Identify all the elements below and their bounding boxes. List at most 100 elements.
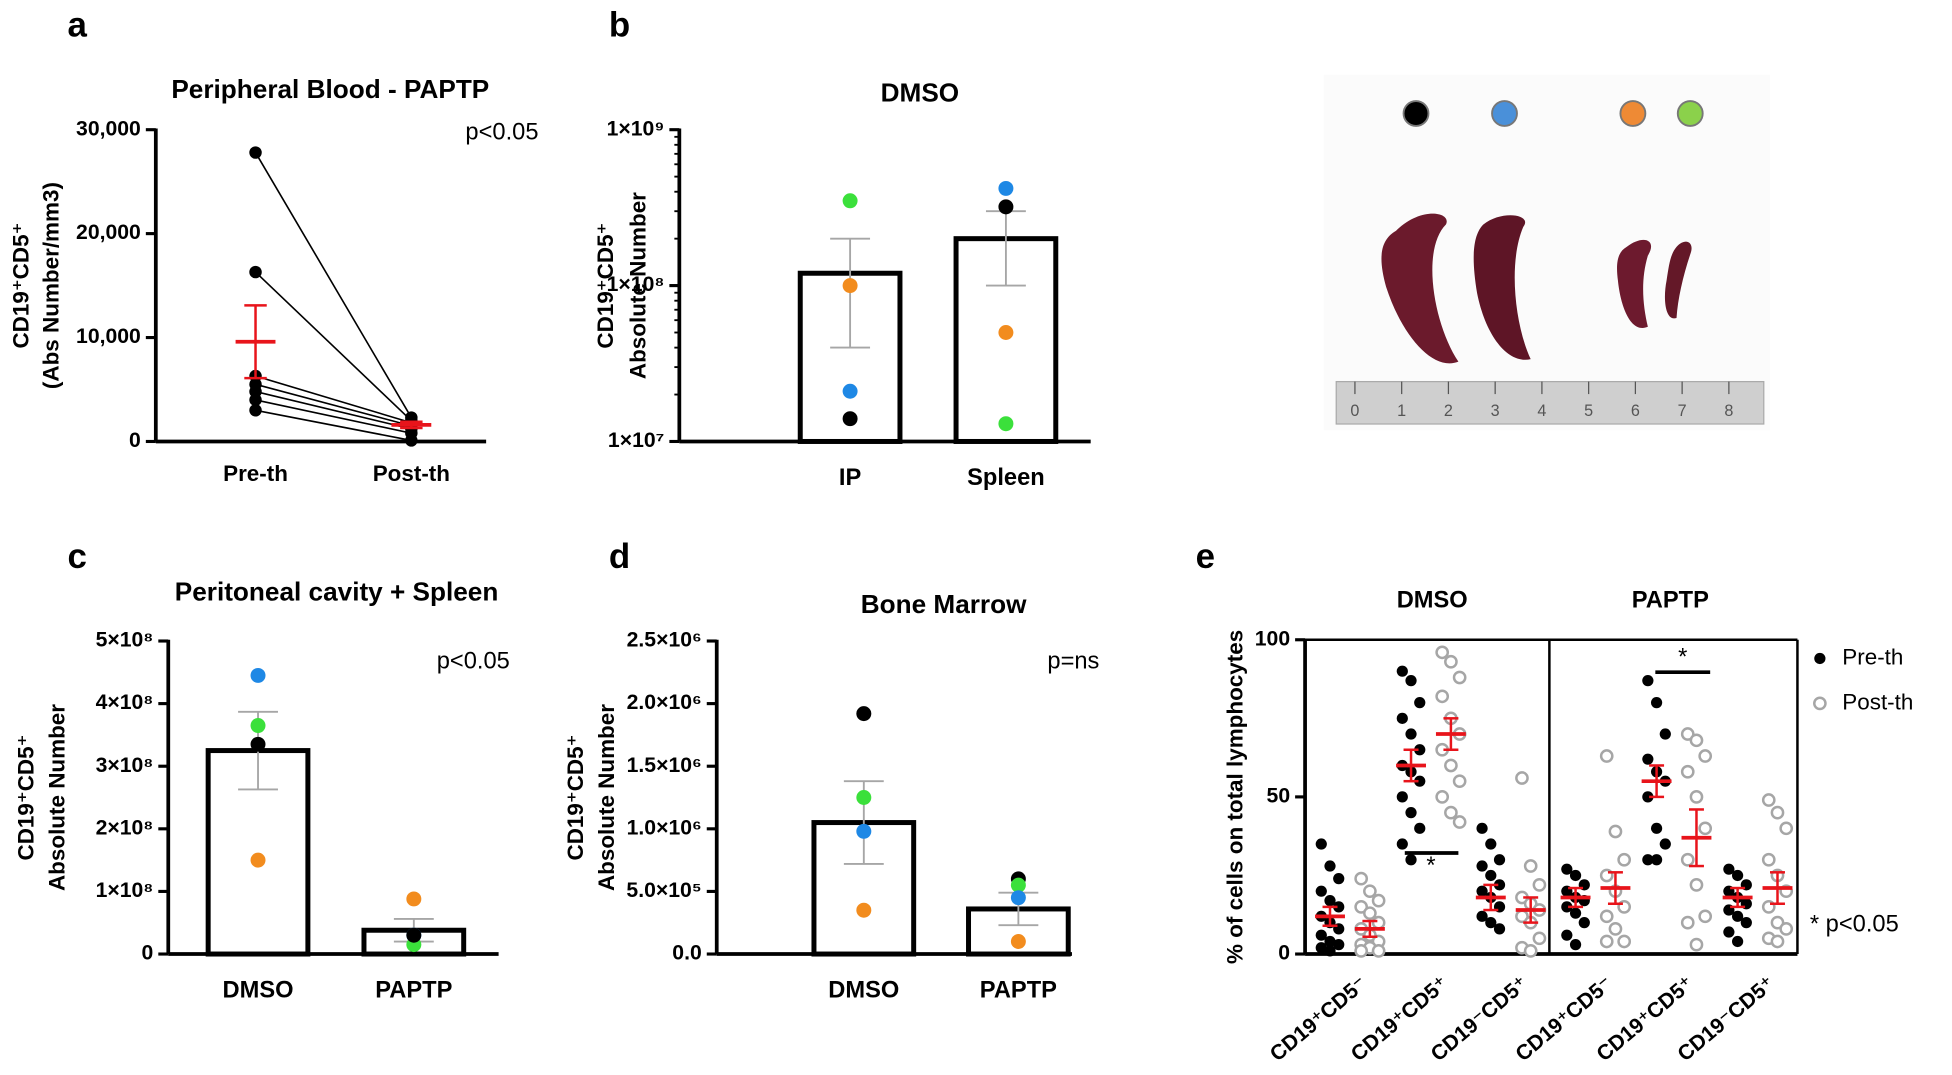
ruler-label: 7 xyxy=(1678,402,1687,420)
data-point xyxy=(1723,863,1735,875)
legend-marker xyxy=(1813,696,1827,711)
panel-letter: d xyxy=(609,537,630,576)
data-point xyxy=(998,180,1014,196)
ruler-label: 4 xyxy=(1537,402,1546,420)
y-tick-label: 100 xyxy=(1255,627,1290,650)
data-point xyxy=(1396,712,1408,724)
data-point xyxy=(1698,821,1713,836)
spleen xyxy=(1381,213,1459,364)
panel-letter: e xyxy=(1196,537,1215,576)
data-point xyxy=(842,383,858,399)
data-point xyxy=(1770,805,1785,820)
y-axis-label: CD19⁺CD5⁺ xyxy=(593,223,618,349)
data-point xyxy=(1315,838,1327,850)
data-point xyxy=(1452,774,1467,789)
data-point xyxy=(1476,822,1488,834)
data-point xyxy=(1452,670,1467,685)
group-label: DMSO xyxy=(1397,587,1468,613)
data-point xyxy=(250,736,266,752)
data-point xyxy=(1010,934,1026,949)
annotation: p=ns xyxy=(1047,648,1099,674)
ruler-label: 6 xyxy=(1631,402,1640,420)
data-point xyxy=(1324,860,1336,872)
data-point xyxy=(1315,929,1327,941)
panel-letter: b xyxy=(609,6,630,45)
data-point xyxy=(1561,929,1573,941)
y-tick-label: 2.5×10⁶ xyxy=(627,629,702,652)
x-tick-label: PAPTP xyxy=(980,978,1057,1004)
chart-title: Peritoneal cavity + Spleen xyxy=(175,577,499,607)
data-point xyxy=(1010,877,1026,893)
data-point xyxy=(1354,944,1369,958)
y-tick-label: 3×10⁸ xyxy=(96,754,154,777)
ruler-label: 1 xyxy=(1397,402,1406,420)
data-point xyxy=(1476,860,1488,872)
data-point xyxy=(1435,689,1450,704)
data-point xyxy=(1731,910,1744,922)
pair-line xyxy=(255,409,412,442)
y-tick-label: 1.0×10⁶ xyxy=(627,816,702,839)
data-point xyxy=(250,718,266,734)
marker-dot xyxy=(1402,100,1430,127)
data-point xyxy=(1561,901,1573,913)
data-point xyxy=(1642,675,1654,687)
data-point xyxy=(1680,727,1695,741)
y-tick-label: 2.0×10⁶ xyxy=(627,691,702,714)
y-tick-label: 0 xyxy=(129,429,141,452)
y-tick-label: 0.0 xyxy=(672,942,701,965)
data-point xyxy=(1515,771,1529,785)
x-tick-label: DMSO xyxy=(828,978,899,1004)
photo xyxy=(1323,74,1771,431)
data-point xyxy=(405,434,418,447)
data-point xyxy=(1414,822,1426,834)
y-axis-label: Absolute Number xyxy=(625,192,650,379)
data-point xyxy=(249,265,262,279)
data-point xyxy=(1608,922,1623,936)
marker-dot xyxy=(1676,100,1704,127)
annotation: * p<0.05 xyxy=(1810,912,1899,938)
data-point xyxy=(249,393,262,407)
y-tick-label: 5×10⁸ xyxy=(96,629,154,652)
x-tick-label: PAPTP xyxy=(375,978,452,1004)
data-point xyxy=(1363,884,1377,899)
ruler-label: 2 xyxy=(1444,402,1453,420)
data-point xyxy=(249,404,262,417)
data-point xyxy=(1650,822,1663,834)
data-point xyxy=(1689,790,1704,804)
annotation: * xyxy=(1678,645,1687,671)
data-point xyxy=(1405,675,1417,687)
data-point xyxy=(1659,838,1671,850)
data-point xyxy=(1485,916,1497,929)
data-point xyxy=(998,416,1014,432)
y-tick-label: 20,000 xyxy=(76,221,141,244)
ruler-label: 0 xyxy=(1350,402,1359,420)
data-point xyxy=(856,823,872,839)
ruler xyxy=(1335,380,1765,425)
y-tick-label: 10,000 xyxy=(76,325,141,348)
x-tick-label: Spleen xyxy=(967,465,1045,491)
spleen xyxy=(1617,239,1652,328)
data-point xyxy=(1650,697,1663,709)
y-tick-label: 1×10⁷ xyxy=(608,429,664,452)
data-point xyxy=(998,199,1014,215)
data-point xyxy=(1698,909,1713,924)
data-point xyxy=(856,790,872,806)
legend-marker xyxy=(1814,652,1826,665)
data-point xyxy=(1650,854,1663,866)
data-point xyxy=(1435,645,1450,660)
y-tick-label: 30,000 xyxy=(76,117,141,140)
y-tick-label: 50 xyxy=(1267,784,1291,807)
data-point xyxy=(1010,890,1026,906)
data-point xyxy=(1561,863,1573,875)
pair-line xyxy=(255,399,412,434)
data-point xyxy=(1680,852,1695,867)
x-tick-label: DMSO xyxy=(223,978,294,1004)
data-point xyxy=(1779,922,1794,936)
data-point xyxy=(1396,791,1408,803)
y-tick-label: 2×10⁸ xyxy=(96,816,154,839)
y-axis-label: (Abs Number/mm3) xyxy=(38,182,63,389)
pair-line xyxy=(254,152,413,418)
data-point xyxy=(1731,935,1744,948)
y-axis-label: Absolute Number xyxy=(45,704,70,891)
data-point xyxy=(1617,852,1632,867)
